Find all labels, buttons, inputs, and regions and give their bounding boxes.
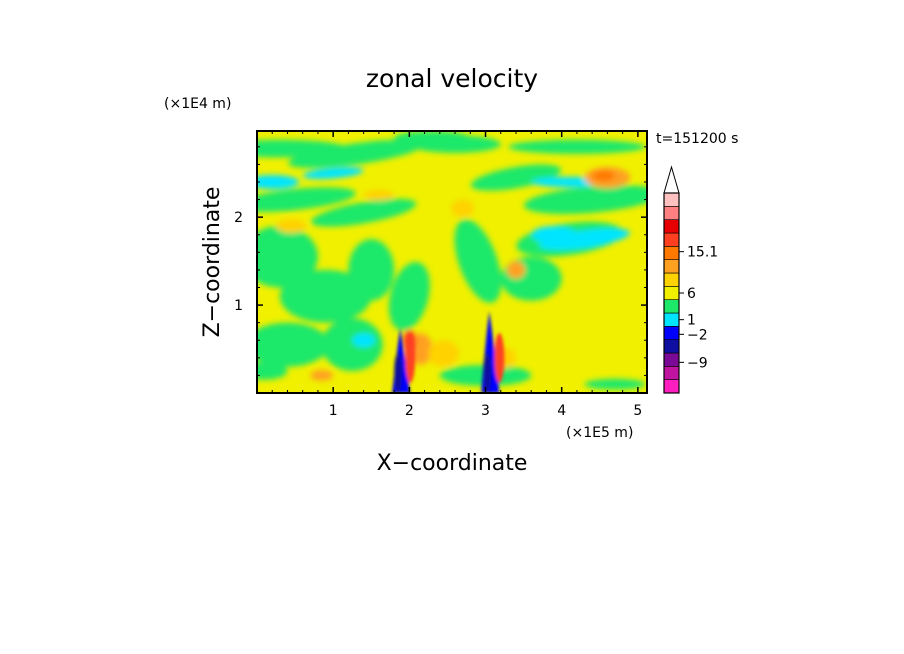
contour-blob — [394, 131, 471, 146]
colorbar-segment — [663, 299, 680, 314]
contour-blob — [311, 198, 417, 227]
y-axis-unit: (×1E4 m) — [164, 96, 231, 112]
y-axis-ticks: 12 — [234, 146, 647, 376]
colorbar-segment — [663, 219, 680, 234]
colorbar-segment — [663, 192, 680, 207]
contour-blob — [451, 199, 475, 218]
plot-frame — [256, 130, 648, 394]
x-tick-label: 5 — [633, 403, 642, 419]
y-tick-label: 2 — [234, 210, 243, 226]
contour-blob — [352, 333, 376, 348]
colorbar-segment — [663, 286, 680, 300]
colorbar-segment — [663, 259, 680, 274]
contour-blob — [531, 225, 577, 244]
contour-blob — [257, 322, 330, 367]
x-axis-unit: (×1E5 m) — [566, 425, 633, 441]
contour-blob — [276, 218, 307, 233]
colorbar-segment — [663, 379, 680, 394]
colorbar-segment — [663, 206, 680, 220]
contour-blob — [592, 170, 616, 182]
x-tick-label: 4 — [557, 403, 566, 419]
colorbar-label: 15.1 — [687, 245, 718, 261]
x-tick-label: 3 — [481, 403, 490, 419]
contour-blob — [506, 261, 526, 279]
jet-warm-flank — [405, 333, 416, 383]
colorbar-label: 1 — [687, 313, 696, 329]
colorbar-segment — [663, 312, 680, 327]
contour-blob — [584, 378, 646, 390]
jet-core — [394, 353, 403, 393]
colorbar-segment — [663, 232, 680, 247]
x-axis-ticks: 1 2 3 4 5 — [271, 131, 642, 419]
contour-blob — [508, 139, 646, 154]
contour-blob — [523, 185, 647, 215]
colorbar-segment — [663, 246, 680, 260]
colorbar-extend-arrow — [663, 165, 680, 194]
colorbar-segment — [663, 352, 680, 367]
colorbar: 15.1 6 1−2 −9 — [663, 165, 718, 394]
colorbar-label: −2 — [687, 327, 708, 343]
x-tick-label: 2 — [405, 403, 414, 419]
time-label: t=151200 s — [656, 131, 738, 147]
y-tick-label: 1 — [234, 298, 243, 314]
colorbar-segment — [663, 339, 680, 354]
contour-blob — [310, 370, 334, 381]
contour-blob — [257, 362, 288, 380]
colorbar-segment — [663, 366, 680, 380]
colorbar-label: −9 — [687, 355, 708, 371]
colorbar-segment — [663, 326, 680, 340]
contour-blob — [348, 239, 395, 301]
x-axis-title: X−coordinate — [377, 451, 528, 476]
colorbar-label: 6 — [687, 286, 696, 302]
contour-blob — [257, 174, 299, 190]
contour-blob — [279, 269, 372, 323]
contour-blob — [363, 189, 395, 201]
contour-blob — [388, 261, 430, 331]
contour-blob — [302, 167, 364, 180]
plot-field — [257, 131, 647, 393]
contour-blob — [539, 228, 630, 250]
contour-blob — [321, 318, 383, 372]
jet-core — [483, 353, 492, 393]
contour-blob — [500, 256, 562, 301]
contour-blob — [288, 139, 424, 169]
contour-blob — [454, 219, 502, 303]
x-tick-label: 1 — [329, 403, 338, 419]
contour-blob — [257, 225, 318, 288]
contour-bands — [257, 131, 647, 390]
chart-title: zonal velocity — [366, 64, 538, 93]
jet-features — [392, 311, 505, 393]
jet-warm-flank — [494, 333, 505, 383]
contour-blob — [428, 340, 459, 367]
contour-blob — [470, 164, 562, 191]
contour-blob — [257, 187, 356, 212]
colorbar-segment — [663, 272, 680, 287]
y-axis-title: Z−coordinate — [200, 187, 225, 338]
